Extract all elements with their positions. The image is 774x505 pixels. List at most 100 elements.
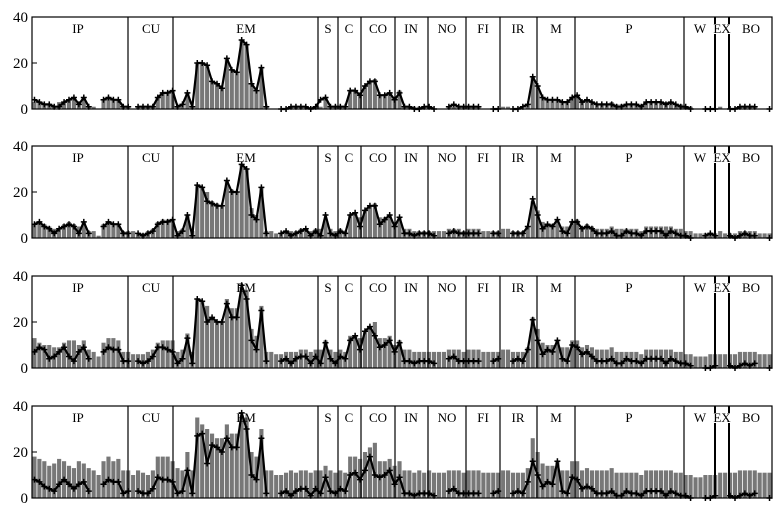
data-point	[209, 442, 216, 449]
bar	[244, 417, 249, 498]
bar	[57, 347, 62, 368]
data-point	[584, 483, 590, 490]
bar	[723, 233, 728, 238]
bar	[382, 338, 387, 368]
bar	[436, 472, 442, 498]
bar	[362, 452, 368, 498]
data-point	[204, 319, 211, 325]
bar	[530, 76, 535, 109]
data-point	[608, 355, 615, 362]
bar	[353, 90, 358, 109]
bar	[219, 438, 224, 498]
data-point	[662, 360, 669, 367]
bar	[767, 354, 772, 368]
segment-label: S	[324, 410, 331, 425]
bar	[323, 97, 328, 109]
data-point	[248, 337, 255, 344]
data-point	[386, 337, 393, 344]
data-point	[569, 94, 576, 101]
bar	[42, 224, 47, 238]
bar	[244, 169, 249, 238]
data-point	[539, 351, 546, 358]
data-point	[218, 449, 225, 455]
data-point	[623, 355, 630, 362]
bar	[96, 235, 101, 238]
data-point	[564, 230, 571, 237]
segment-label: FI	[477, 21, 489, 36]
data-point	[56, 348, 63, 355]
data-point	[445, 230, 452, 237]
y-tick-label: 0	[21, 491, 29, 505]
data-point	[238, 161, 245, 168]
bar	[348, 335, 353, 368]
bar	[367, 447, 372, 498]
bar	[185, 333, 190, 368]
bar	[165, 340, 170, 368]
data-point	[253, 216, 260, 223]
data-point	[381, 472, 388, 478]
data-point	[233, 69, 240, 76]
bar	[318, 106, 323, 109]
data-point	[381, 342, 388, 348]
bar	[767, 472, 772, 498]
data-point	[36, 478, 43, 485]
data-point	[524, 478, 531, 485]
bar	[155, 342, 160, 368]
bar	[348, 215, 353, 238]
data-point	[85, 230, 92, 237]
bar	[175, 468, 180, 498]
bar	[76, 461, 81, 498]
bar	[96, 475, 101, 498]
segment-label: BO	[742, 150, 760, 165]
bar	[244, 44, 249, 109]
data-point	[75, 230, 82, 237]
chart-panel: IP CU EM S C CO IN NO FI IR M P W EX BO 0 20 40	[13, 10, 773, 118]
data-point	[70, 358, 77, 365]
bar	[382, 461, 387, 498]
bar	[762, 472, 767, 498]
bar	[506, 106, 511, 109]
data-point	[450, 353, 457, 360]
bar	[580, 347, 585, 368]
data-point	[149, 485, 156, 492]
bar	[703, 475, 708, 498]
bar	[210, 317, 215, 368]
data-point	[253, 87, 260, 94]
data-point	[243, 166, 250, 172]
bar	[575, 340, 580, 368]
bar	[303, 228, 308, 238]
data-point	[307, 360, 314, 367]
segment-label: P	[625, 21, 632, 36]
data-point	[184, 467, 191, 474]
chart-panel: IP CU EM S C CO IN NO FI IR M P W EX BO 0 20 40	[13, 139, 773, 247]
bar	[757, 233, 762, 238]
data-point	[184, 212, 191, 218]
data-point	[396, 474, 403, 481]
bar	[185, 215, 190, 238]
bar	[367, 81, 372, 109]
bar	[436, 231, 442, 238]
bar	[678, 472, 683, 498]
bar	[254, 90, 259, 109]
data-point	[66, 96, 72, 103]
data-point	[672, 490, 679, 497]
bar	[658, 470, 664, 498]
bar	[668, 470, 673, 498]
segment-label: IP	[72, 150, 84, 165]
bar	[693, 356, 698, 368]
segment-label: CO	[369, 410, 387, 425]
data-point	[406, 230, 413, 237]
bar	[550, 345, 555, 368]
segment-label: IN	[404, 280, 418, 295]
data-point	[352, 87, 359, 94]
data-point	[85, 488, 92, 495]
bar	[145, 475, 150, 498]
bar	[249, 208, 254, 238]
data-point	[386, 89, 393, 96]
bar	[491, 472, 496, 498]
bar	[584, 345, 590, 368]
bar	[372, 322, 377, 368]
bar	[224, 58, 229, 109]
data-point	[342, 355, 349, 362]
bar	[486, 231, 491, 238]
